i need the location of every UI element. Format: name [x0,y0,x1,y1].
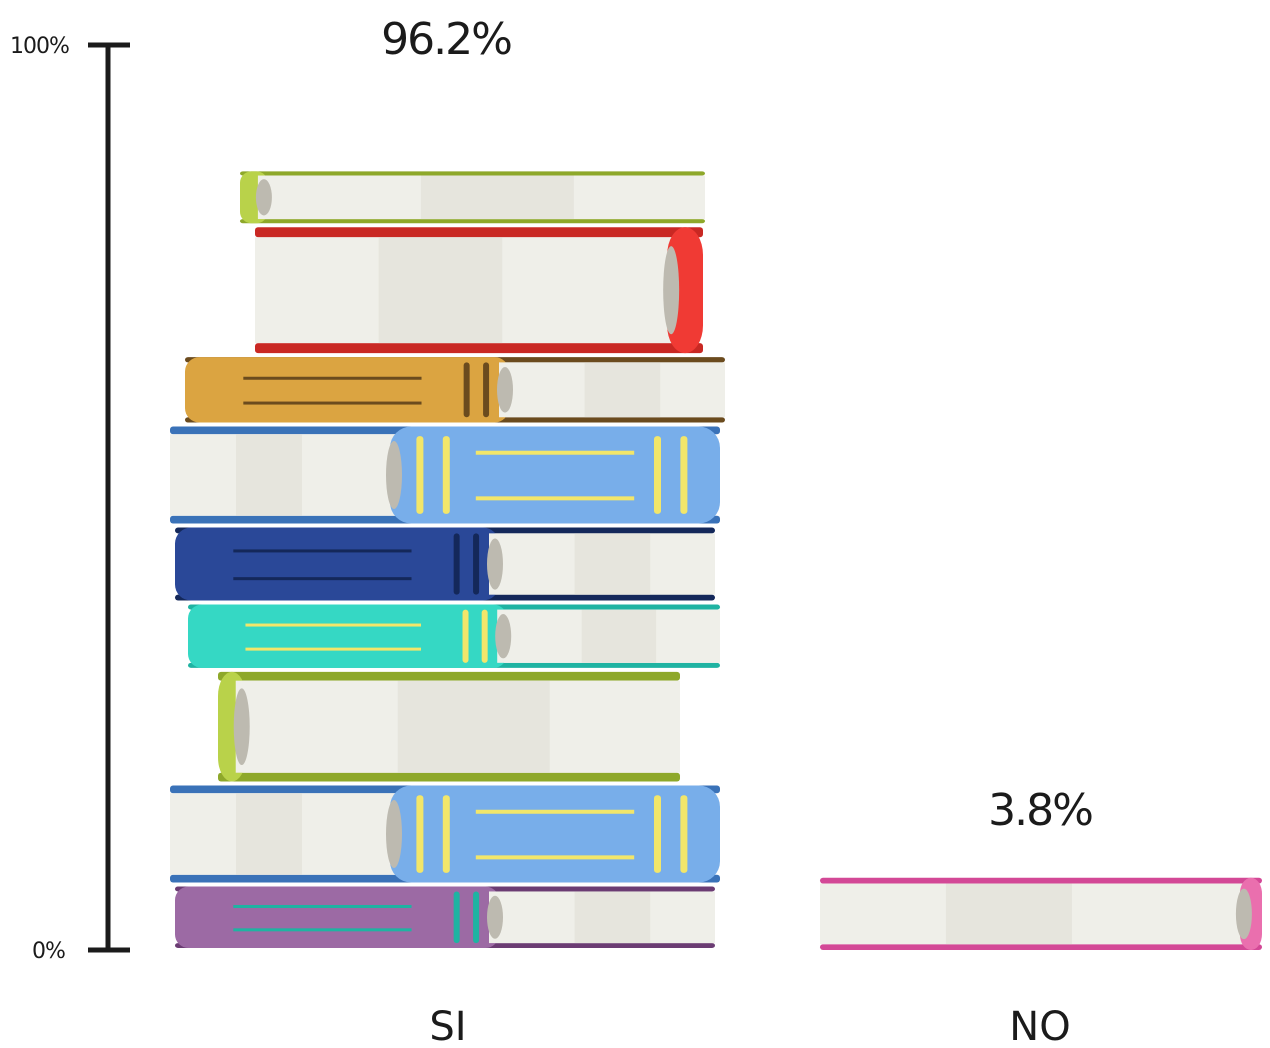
value-label-si: 96.2% [381,14,511,65]
book-lime-top [240,171,705,224]
bar-no [820,877,1262,950]
book-purple [175,886,715,948]
value-label-no: 3.8% [988,785,1092,836]
book-teal [188,604,720,668]
y-axis: 100% 0% [10,34,130,964]
bar-si [170,171,725,948]
bars [170,171,1262,950]
book-mustard [185,357,725,423]
category-label-no: NO [1009,1004,1070,1048]
y-tick-label-min: 0% [32,939,65,964]
book-red [255,227,703,354]
book-pink [820,877,1262,950]
book-lime-lower [218,671,680,782]
book-navy [175,527,715,601]
y-tick-label-max: 100% [10,34,69,59]
category-label-si: SI [429,1004,466,1048]
book-blue-lower [170,785,720,883]
book-blue-upper [170,426,720,524]
